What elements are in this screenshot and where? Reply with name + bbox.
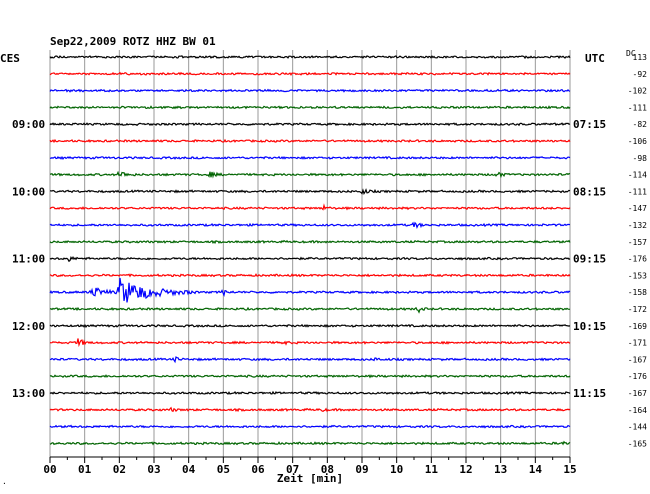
right-timezone-label: UTC	[585, 52, 605, 65]
trace-group	[49, 55, 571, 446]
x-tick-label: 03	[147, 463, 160, 476]
trace-line-5	[49, 138, 571, 144]
dc-offset-label: 113	[633, 53, 648, 62]
trace-line-11	[49, 239, 571, 245]
trace-line-12	[49, 255, 571, 263]
dc-offset-label: -102	[628, 87, 647, 96]
trace-line-18	[49, 356, 571, 364]
trace-line-1	[49, 71, 571, 76]
x-tick-label: 00	[43, 463, 56, 476]
left-time-label: 09:00	[12, 118, 45, 131]
right-time-label: 11:15	[573, 387, 606, 400]
dc-offset-label: -176	[628, 255, 647, 264]
x-tick-label: 11	[425, 463, 439, 476]
trace-line-16	[49, 323, 571, 328]
trace-line-10	[49, 221, 571, 229]
dc-offset-label: -82	[633, 120, 648, 129]
x-tick-label: 08	[321, 463, 334, 476]
left-timezone-label: CES	[0, 52, 20, 65]
trace-line-0	[49, 55, 571, 60]
dc-offset-label: -153	[628, 271, 647, 280]
trace-line-20	[49, 390, 571, 396]
dc-offset-label: -106	[628, 137, 647, 146]
x-axis-label: Zeit [min]	[277, 472, 343, 485]
left-time-label: 11:00	[12, 253, 45, 266]
chart-title: Sep22,2009 ROTZ HHZ BW 01	[50, 35, 216, 48]
dc-offset-label: -111	[628, 103, 647, 112]
x-tick-label: 13	[494, 463, 507, 476]
right-time-label: 09:15	[573, 253, 606, 266]
corner-mark: ·	[2, 479, 7, 488]
dc-offset-label: -111	[628, 187, 647, 196]
trace-line-3	[49, 105, 571, 110]
time-label-group: 09:00 10:00 11:00 12:00 13:00 07:15 08:15 09:15…	[12, 118, 606, 400]
x-tick-label: 09	[355, 463, 368, 476]
x-tick-label: 12	[459, 463, 472, 476]
dc-offset-group: 113 -92 -102 -111 -82 -106 -98 -114 -111 -147 -132…	[628, 53, 647, 448]
trace-line-13	[49, 273, 571, 278]
dc-offset-label: -92	[633, 70, 648, 79]
trace-line-8	[49, 188, 571, 196]
x-tick-label: 14	[529, 463, 543, 476]
dc-offset-label: -144	[628, 423, 647, 432]
left-time-label: 12:00	[12, 320, 45, 333]
trace-line-9	[49, 203, 571, 211]
x-tick-label: 04	[182, 463, 196, 476]
x-axis-ticks: 00 01 02 03 04 05 06 07 08 09 10 11 12 13 14 15	[43, 457, 577, 476]
trace-line-4	[49, 122, 571, 127]
trace-line-22	[49, 424, 571, 429]
trace-line-2	[49, 88, 571, 93]
x-tick-label: 01	[78, 463, 92, 476]
minute-grid	[49, 50, 571, 457]
trace-line-7	[50, 170, 571, 179]
dc-header: DC	[626, 49, 636, 58]
trace-line-19	[49, 374, 571, 379]
dc-offset-label: -176	[628, 372, 647, 381]
x-tick-label: 06	[251, 463, 265, 476]
x-tick-label: 02	[113, 463, 126, 476]
trace-line-21	[49, 406, 571, 413]
dc-offset-label: -169	[628, 322, 647, 331]
dc-offset-label: -157	[628, 238, 647, 247]
dc-offset-label: -132	[628, 221, 647, 230]
x-tick-label: 15	[563, 463, 576, 476]
dc-offset-label: -98	[633, 154, 648, 163]
right-time-label: 08:15	[573, 185, 606, 198]
trace-line-6	[49, 155, 571, 160]
trace-line-15	[49, 306, 571, 314]
left-time-label: 13:00	[12, 387, 45, 400]
dc-offset-label: -114	[628, 171, 647, 180]
trace-line-17	[49, 338, 571, 348]
right-time-label: 10:15	[573, 320, 606, 333]
right-time-label: 07:15	[573, 118, 606, 131]
dc-offset-label: -165	[628, 439, 647, 448]
dc-offset-label: -167	[628, 389, 647, 398]
dc-offset-label: -158	[628, 288, 647, 297]
x-tick-label: 10	[390, 463, 403, 476]
left-time-label: 10:00	[12, 185, 45, 198]
dc-offset-label: -171	[628, 339, 647, 348]
trace-line-23	[49, 440, 571, 446]
x-tick-label: 07	[286, 463, 299, 476]
dc-offset-label: -172	[628, 305, 647, 314]
dc-offset-label: -147	[628, 204, 647, 213]
dc-offset-label: -164	[628, 406, 647, 415]
x-tick-label: 05	[217, 463, 230, 476]
dc-offset-label: -167	[628, 355, 647, 364]
trace-line-14	[49, 277, 571, 303]
